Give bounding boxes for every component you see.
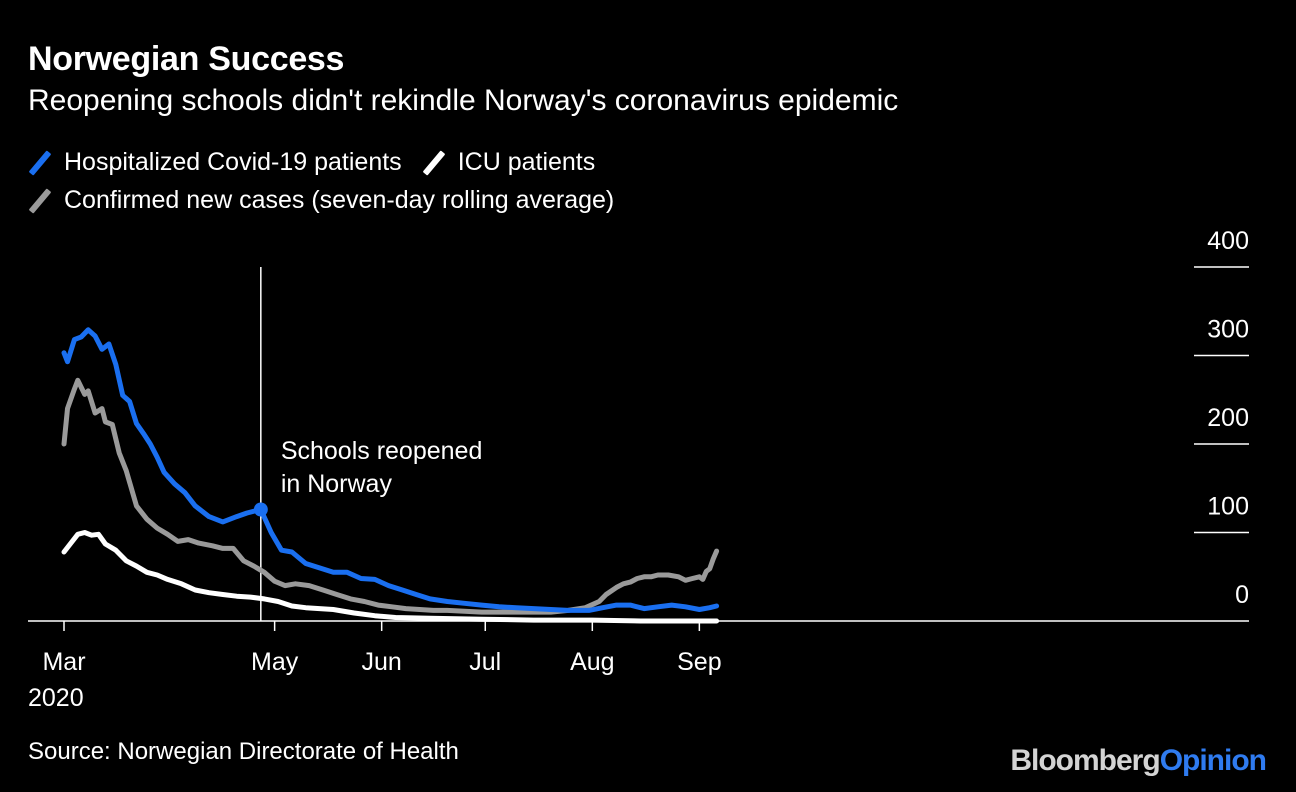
x-tick-label-sep: Sep bbox=[677, 648, 721, 676]
legend-label-icu: ICU patients bbox=[457, 148, 596, 176]
legend-item-hospitalized: Hospitalized Covid-19 patients bbox=[28, 148, 402, 177]
logo-opinion-text: Opinion bbox=[1159, 744, 1267, 777]
y-tick-label-100: 100 bbox=[1207, 493, 1249, 521]
source-note: Source: Norwegian Directorate of Health bbox=[28, 738, 459, 765]
y-tick-label-200: 200 bbox=[1207, 404, 1249, 432]
y-tick-label-300: 300 bbox=[1207, 316, 1249, 344]
y-tick-label-400: 400 bbox=[1207, 227, 1249, 255]
series-line-hospitalized bbox=[61, 327, 720, 613]
x-tick-label-jun: Jun bbox=[362, 648, 402, 676]
chart-subtitle: Reopening schools didn't rekindle Norway… bbox=[28, 84, 899, 117]
legend-label-hospitalized: Hospitalized Covid-19 patients bbox=[64, 148, 402, 176]
bloomberg-opinion-logo: BloombergOpinion bbox=[1010, 744, 1267, 778]
x-tick-label-aug: Aug bbox=[570, 648, 614, 676]
legend-row-2: Confirmed new cases (seven-day rolling a… bbox=[28, 186, 634, 215]
x-tick-label-jul: Jul bbox=[469, 648, 501, 676]
x-tick-label-may: May bbox=[251, 648, 299, 676]
legend-item-icu: ICU patients bbox=[422, 148, 596, 177]
chart-title: Norwegian Success bbox=[28, 40, 345, 78]
y-tick-label-0: 0 bbox=[1235, 581, 1249, 609]
annotation-marker bbox=[253, 502, 268, 517]
legend-row-1: Hospitalized Covid-19 patients ICU patie… bbox=[28, 148, 615, 177]
annotation-text-line2: in Norway bbox=[281, 470, 393, 498]
legend-label-cases: Confirmed new cases (seven-day rolling a… bbox=[64, 186, 615, 214]
x-year-label: 2020 bbox=[28, 684, 84, 712]
series-line-icu bbox=[61, 530, 720, 624]
logo-bloomberg-text: Bloomberg bbox=[1010, 744, 1160, 777]
x-tick-label-mar: Mar bbox=[42, 648, 85, 676]
annotation-text-line1: Schools reopened bbox=[281, 437, 483, 465]
series-line-cases bbox=[61, 377, 720, 615]
legend-item-cases: Confirmed new cases (seven-day rolling a… bbox=[28, 186, 614, 215]
